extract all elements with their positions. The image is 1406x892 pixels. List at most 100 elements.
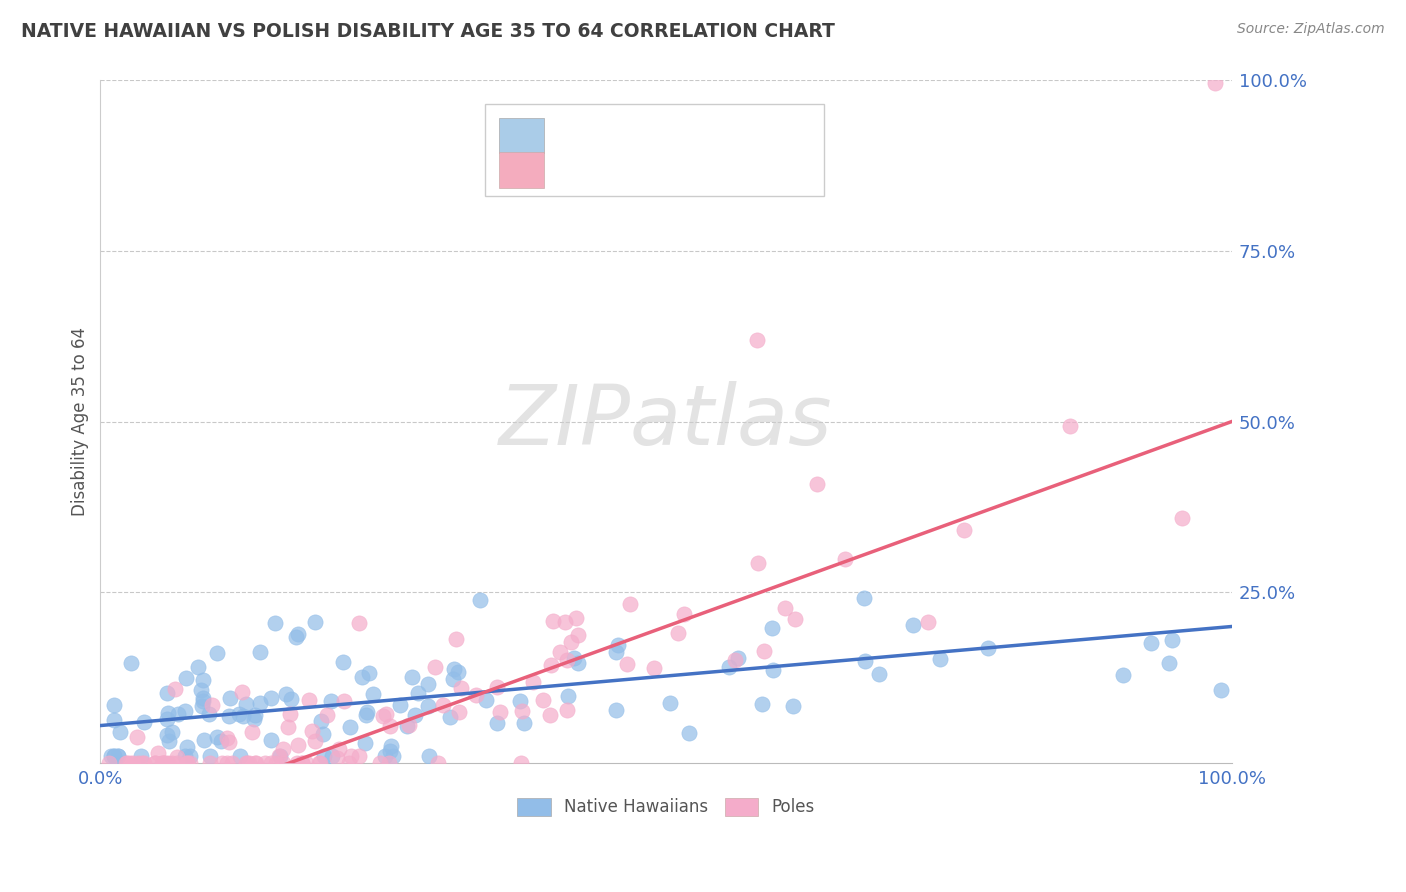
Point bbox=[152, 756, 174, 771]
Point bbox=[522, 674, 544, 689]
Point bbox=[249, 645, 271, 659]
Point bbox=[465, 688, 488, 702]
Point bbox=[567, 628, 589, 642]
Point bbox=[381, 749, 404, 764]
Point bbox=[191, 698, 214, 713]
Point bbox=[278, 706, 301, 721]
Point bbox=[298, 693, 321, 707]
Point bbox=[541, 614, 564, 628]
Point bbox=[156, 712, 179, 726]
Point bbox=[485, 715, 508, 730]
Point bbox=[727, 651, 749, 665]
Point bbox=[357, 666, 380, 681]
Point bbox=[510, 704, 533, 718]
Point bbox=[398, 718, 420, 732]
Y-axis label: Disability Age 35 to 64: Disability Age 35 to 64 bbox=[72, 327, 89, 516]
Point bbox=[155, 686, 177, 700]
Point bbox=[205, 646, 228, 660]
Point bbox=[280, 692, 302, 706]
FancyBboxPatch shape bbox=[499, 153, 544, 188]
Point bbox=[150, 756, 173, 771]
Point bbox=[156, 756, 179, 771]
Text: R = 0.261: R = 0.261 bbox=[555, 127, 645, 145]
Point bbox=[211, 756, 233, 771]
Point bbox=[509, 694, 531, 708]
Point bbox=[264, 616, 287, 631]
Point bbox=[374, 706, 396, 721]
Point bbox=[560, 635, 582, 649]
Point bbox=[401, 670, 423, 684]
Point bbox=[356, 707, 378, 722]
Point bbox=[103, 749, 125, 764]
FancyBboxPatch shape bbox=[485, 103, 824, 196]
Point bbox=[240, 725, 263, 739]
Point bbox=[117, 756, 139, 771]
Point bbox=[666, 626, 689, 640]
Point bbox=[120, 656, 142, 670]
Point bbox=[752, 644, 775, 658]
Point bbox=[160, 724, 183, 739]
Point bbox=[153, 756, 176, 771]
Point bbox=[496, 169, 519, 183]
Point bbox=[145, 756, 167, 771]
Point bbox=[191, 694, 214, 708]
Point bbox=[724, 653, 747, 667]
Point bbox=[312, 727, 335, 741]
Point bbox=[110, 725, 132, 739]
Point bbox=[1111, 667, 1133, 681]
Point bbox=[834, 551, 856, 566]
Point bbox=[131, 756, 153, 771]
Point bbox=[294, 756, 316, 771]
Point bbox=[606, 638, 628, 652]
Point bbox=[187, 660, 209, 674]
Point bbox=[100, 749, 122, 764]
Point bbox=[643, 661, 665, 675]
Point bbox=[352, 670, 374, 684]
Point bbox=[418, 698, 440, 713]
Point bbox=[235, 697, 257, 711]
Point bbox=[557, 689, 579, 703]
Point bbox=[156, 706, 179, 720]
Point bbox=[333, 693, 356, 707]
Point bbox=[160, 756, 183, 771]
Point bbox=[176, 756, 198, 771]
Point bbox=[1059, 418, 1081, 433]
Point bbox=[201, 698, 224, 713]
Point bbox=[903, 618, 925, 632]
Point bbox=[166, 750, 188, 764]
Point bbox=[254, 756, 277, 771]
Point bbox=[166, 756, 188, 771]
Point bbox=[1161, 632, 1184, 647]
Point bbox=[356, 705, 378, 719]
Point bbox=[179, 756, 201, 771]
Point bbox=[555, 653, 578, 667]
Point bbox=[486, 680, 509, 694]
Point bbox=[118, 756, 141, 771]
Point bbox=[747, 556, 769, 570]
Point bbox=[917, 615, 939, 629]
Point bbox=[447, 705, 470, 719]
Point bbox=[174, 749, 197, 764]
Point bbox=[207, 730, 229, 744]
Point bbox=[231, 685, 253, 699]
Point bbox=[326, 751, 349, 765]
Point bbox=[287, 738, 309, 752]
Point bbox=[380, 744, 402, 758]
Text: R = 0.572: R = 0.572 bbox=[555, 161, 645, 179]
Point bbox=[745, 333, 768, 347]
Point bbox=[193, 733, 215, 747]
Point bbox=[260, 733, 283, 747]
Point bbox=[217, 756, 239, 771]
Point bbox=[555, 704, 578, 718]
Point bbox=[197, 706, 219, 721]
Legend: Native Hawaiians, Poles: Native Hawaiians, Poles bbox=[510, 791, 821, 823]
Point bbox=[605, 703, 627, 717]
Point bbox=[475, 693, 498, 707]
Point bbox=[353, 736, 375, 750]
Point bbox=[389, 698, 412, 712]
Point bbox=[427, 756, 450, 771]
Point bbox=[396, 719, 419, 733]
Point bbox=[236, 756, 259, 771]
Point bbox=[406, 686, 429, 700]
Point bbox=[468, 593, 491, 607]
